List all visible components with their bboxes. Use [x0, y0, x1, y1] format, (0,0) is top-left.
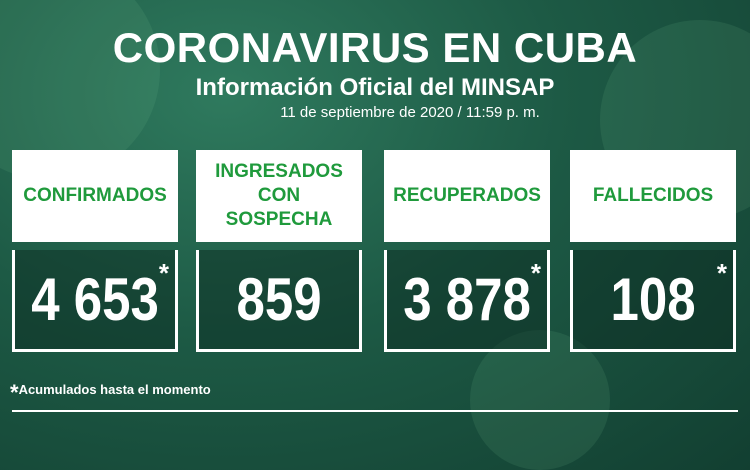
- card-value: 108: [610, 266, 696, 333]
- card-value-box: 108 *: [570, 250, 736, 352]
- stat-card: CONFIRMADOS 4 653 *: [12, 150, 178, 352]
- card-value: 3 878: [403, 266, 531, 333]
- background-virus: [470, 330, 610, 470]
- footnote-marker: *: [10, 380, 19, 405]
- date: 11 de septiembre de 2020 / 11:59 p. m.: [280, 104, 540, 121]
- footnote-text: Acumulados hasta el momento: [18, 382, 211, 397]
- divider: [12, 410, 738, 412]
- footnote: *Acumulados hasta el momento: [10, 380, 211, 406]
- title: CORONAVIRUS EN CUBA: [112, 24, 638, 71]
- card-label: FALLECIDOS: [570, 150, 736, 242]
- card-note: *: [716, 258, 727, 288]
- card-label: RECUPERADOS: [384, 150, 550, 242]
- stat-card: RECUPERADOS 3 878 *: [384, 150, 550, 352]
- card-value: 4 653: [31, 266, 159, 333]
- card-note: *: [530, 258, 541, 288]
- card-value-box: 859: [196, 250, 362, 352]
- stat-card: FALLECIDOS 108 *: [570, 150, 736, 352]
- subtitle: Información Oficial del MINSAP: [195, 74, 555, 101]
- card-value-box: 4 653 *: [12, 250, 178, 352]
- card-label: CONFIRMADOS: [12, 150, 178, 242]
- card-label: INGRESADOS CON SOSPECHA: [196, 150, 362, 242]
- card-value-box: 3 878 *: [384, 250, 550, 352]
- card-value: 859: [236, 266, 322, 333]
- stat-card: INGRESADOS CON SOSPECHA 859: [196, 150, 362, 352]
- card-note: *: [158, 258, 169, 288]
